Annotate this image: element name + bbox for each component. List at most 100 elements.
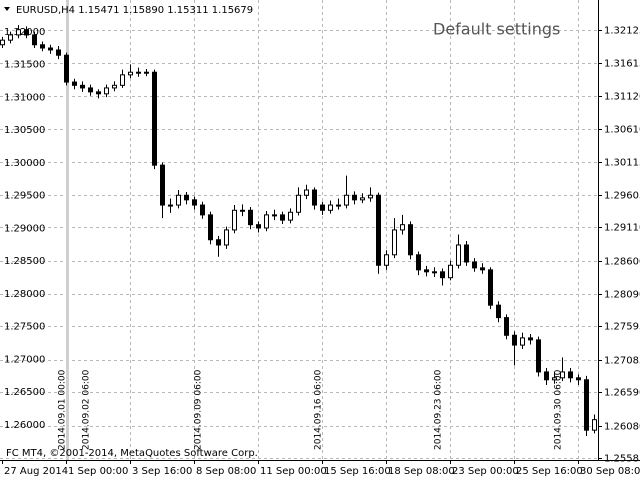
candle-body [320, 204, 325, 211]
candle-body [72, 81, 77, 86]
candle-body [136, 71, 141, 74]
candle-body [48, 47, 53, 51]
x-tick-label: 30 Sep 08:00 [580, 466, 640, 477]
candle-body [352, 194, 357, 201]
candle-body [480, 267, 485, 271]
x-tick-label: 23 Sep 00:00 [452, 466, 519, 477]
candle-body [240, 209, 245, 212]
candle-body [552, 377, 557, 381]
marker-label: 2014.09.23 06:00 [434, 369, 444, 450]
candle-body [512, 334, 517, 346]
candle-body [64, 54, 69, 83]
x-tick-label: 15 Sep 16:00 [324, 466, 391, 477]
marker-label: 2014.09.09 06:00 [194, 369, 204, 450]
candle-body [168, 204, 173, 207]
y2-tick-label: 1.30500 [4, 125, 45, 136]
candle-body [16, 29, 21, 36]
y2-tick-label: 1.27000 [4, 354, 45, 365]
chart-header: EURUSD,H4 1.15471 1.15890 1.15311 1.1567… [16, 5, 253, 16]
candle-body [24, 29, 29, 36]
candle-body [32, 34, 37, 46]
y-tick-label: 1.25585 [604, 454, 640, 465]
y2-tick-label: 1.29500 [4, 191, 45, 202]
y-tick-label: 1.30610 [604, 125, 640, 136]
candle-body [264, 214, 269, 229]
y-tick-label: 1.28600 [604, 257, 640, 268]
candle-body [272, 214, 277, 217]
y-tick-label: 1.31615 [604, 59, 640, 70]
candle-body [104, 87, 109, 95]
candle-body [360, 197, 365, 201]
candle-body [176, 194, 181, 206]
x-tick-label: 1 Sep 00:00 [68, 466, 128, 477]
y-tick-label: 1.26080 [604, 422, 640, 433]
y-tick-label: 1.31120 [604, 92, 640, 103]
candle-body [424, 269, 429, 273]
candle-body [472, 261, 477, 269]
y2-tick-label: 1.31000 [4, 92, 45, 103]
candle-body [224, 229, 229, 246]
candle-body [288, 211, 293, 221]
period-separator [66, 0, 69, 460]
candle-body [208, 214, 213, 241]
y2-tick-label: 1.29000 [4, 223, 45, 234]
candle-body [152, 71, 157, 166]
x-tick-label: 25 Sep 16:00 [516, 466, 583, 477]
candle-body [496, 304, 501, 319]
y2-tick-label: 1.26000 [4, 420, 45, 431]
candle-body [56, 49, 61, 56]
y2-tick-label: 1.30000 [4, 158, 45, 169]
candle-body [568, 371, 573, 379]
candle-body [304, 189, 309, 196]
candle-body [560, 371, 565, 379]
candle-body [8, 34, 13, 41]
y2-tick-label: 1.31500 [4, 60, 45, 71]
y2-tick-label: 1.27500 [4, 322, 45, 333]
candle-body [536, 339, 541, 373]
candle-body [120, 74, 125, 86]
y-tick-label: 1.29605 [604, 191, 640, 202]
x-tick-label: 8 Sep 08:00 [196, 466, 256, 477]
y2-tick-label: 1.28000 [4, 289, 45, 300]
x-tick-label: 27 Aug 2014 [4, 466, 68, 477]
candle-body [376, 194, 381, 266]
candle-body [504, 317, 509, 336]
candle-body [368, 194, 373, 199]
candle-body [328, 204, 333, 211]
candle-body [336, 204, 341, 207]
candle-body [88, 87, 93, 93]
dropdown-icon[interactable] [4, 7, 10, 11]
candle-body [400, 224, 405, 231]
annotation: Default settings [433, 20, 560, 39]
x-tick-label: 11 Sep 00:00 [260, 466, 327, 477]
candle-body [520, 337, 525, 346]
candle-body [256, 224, 261, 229]
x-tick-label: 18 Sep 08:00 [388, 466, 455, 477]
marker-label: 2014.09.02 06:00 [82, 369, 92, 450]
candle-body [280, 214, 285, 221]
y-tick-label: 1.28090 [604, 290, 640, 301]
candle-body [80, 84, 85, 89]
y-tick-label: 1.27085 [604, 356, 640, 367]
candle-body [592, 419, 597, 431]
y-tick-label: 1.29110 [604, 223, 640, 234]
y-tick-label: 1.30115 [604, 158, 640, 169]
x-tick-label: 3 Sep 16:00 [132, 466, 192, 477]
candle-body [112, 84, 117, 89]
candle-body [528, 337, 533, 341]
candle-body [584, 379, 589, 431]
y-tick-label: 1.32125 [604, 26, 640, 37]
candle-body [432, 271, 437, 274]
candle-body [144, 71, 149, 74]
candle-body [184, 194, 189, 201]
candle-body [448, 264, 453, 279]
candle-body [128, 71, 133, 76]
y2-tick-label: 1.28500 [4, 256, 45, 267]
candle-body [160, 164, 165, 206]
y2-tick-label: 1.26500 [4, 387, 45, 398]
candle-body [312, 189, 317, 206]
marker-label: 2014.09.01 00:00 [58, 369, 68, 450]
